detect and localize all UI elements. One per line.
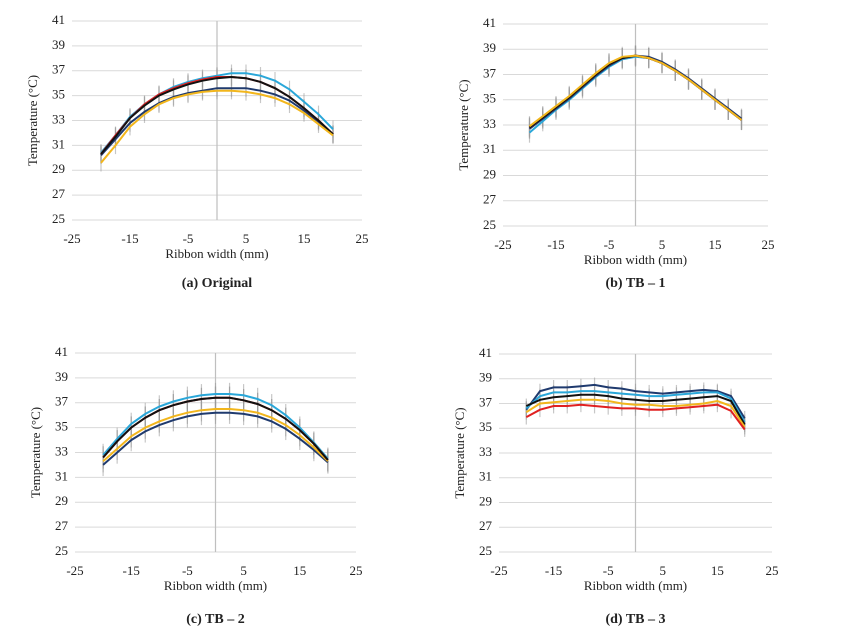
y-tick-label: 39 [52,37,65,52]
y-axis-label: Temperature (°C) [28,407,43,498]
x-tick-label: 25 [350,563,363,578]
y-tick-label: 25 [483,217,496,232]
x-tick-label: -25 [490,563,507,578]
caption: (a) Original [182,276,252,291]
y-tick-label: 41 [52,12,65,27]
x-tick-label: -15 [121,231,138,246]
y-tick-label: 37 [55,394,69,409]
series-line [525,398,746,428]
y-tick-label: 39 [479,370,492,385]
x-tick-label: -5 [603,563,614,578]
x-tick-label: 25 [762,237,775,252]
series-line [525,383,746,419]
x-tick-label: -25 [494,237,511,252]
series-line [100,89,334,164]
x-tick-label: -15 [123,563,140,578]
series-line [525,390,746,423]
y-tick-label: 35 [479,419,492,434]
x-axis-label: Ribbon width (mm) [584,578,687,593]
y-tick-label: 25 [52,211,65,226]
x-tick-label: -15 [547,237,564,252]
y-axis-label: Temperature (°C) [456,79,471,170]
x-tick-label: -5 [183,231,194,246]
y-tick-label: 41 [479,345,492,360]
y-tick-label: 31 [52,136,65,151]
y-tick-label: 27 [52,186,66,201]
y-tick-label: 25 [479,543,492,558]
x-tick-label: -25 [63,231,80,246]
x-axis-label: Ribbon width (mm) [584,252,687,267]
x-tick-label: 15 [293,563,306,578]
x-tick-label: 5 [243,231,250,246]
x-tick-label: 15 [711,563,724,578]
x-tick-label: 5 [659,237,666,252]
y-tick-label: 33 [483,116,496,131]
x-tick-label: 15 [298,231,311,246]
y-axis-label: Temperature (°C) [452,407,467,498]
y-tick-label: 29 [52,161,65,176]
x-tick-label: -5 [182,563,193,578]
y-tick-label: 41 [55,344,68,359]
x-tick-label: 5 [660,563,667,578]
y-tick-label: 39 [55,369,68,384]
y-tick-label: 35 [55,419,68,434]
x-tick-label: 5 [240,563,247,578]
x-axis-label: Ribbon width (mm) [164,578,267,593]
series-line [525,393,746,426]
series-line [102,396,329,461]
y-tick-label: 29 [55,493,68,508]
y-tick-label: 37 [479,394,493,409]
y-tick-label: 35 [52,87,65,102]
series-line [100,75,334,155]
caption: (b) TB – 1 [605,276,665,291]
x-tick-label: -5 [604,237,615,252]
series-line [102,393,329,460]
y-axis-label: Temperature (°C) [25,75,40,166]
y-tick-label: 37 [483,65,497,80]
y-tick-label: 33 [52,111,65,126]
y-tick-label: 37 [52,62,66,77]
y-tick-label: 25 [55,543,68,558]
x-tick-label: -25 [66,563,83,578]
series-line [100,87,334,156]
y-tick-label: 31 [483,141,496,156]
y-tick-label: 29 [479,493,492,508]
y-tick-label: 31 [479,469,492,484]
y-tick-label: 39 [483,40,496,55]
x-tick-label: 25 [766,563,779,578]
x-axis-label: Ribbon width (mm) [165,246,268,261]
y-tick-label: 33 [55,443,68,458]
series-line [525,403,746,431]
series-line [102,411,329,466]
series-line [102,408,329,462]
caption: (c) TB – 2 [186,612,244,627]
y-tick-label: 27 [479,518,493,533]
y-tick-label: 27 [483,192,497,207]
y-tick-label: 41 [483,15,496,30]
x-tick-label: 15 [709,237,722,252]
y-tick-label: 35 [483,91,496,106]
y-tick-label: 27 [55,518,69,533]
x-tick-label: -15 [545,563,562,578]
y-tick-label: 29 [483,166,496,181]
y-tick-label: 31 [55,468,68,483]
series-line [528,54,743,128]
x-tick-label: 25 [356,231,369,246]
caption: (d) TB – 3 [605,612,665,627]
y-tick-label: 33 [479,444,492,459]
